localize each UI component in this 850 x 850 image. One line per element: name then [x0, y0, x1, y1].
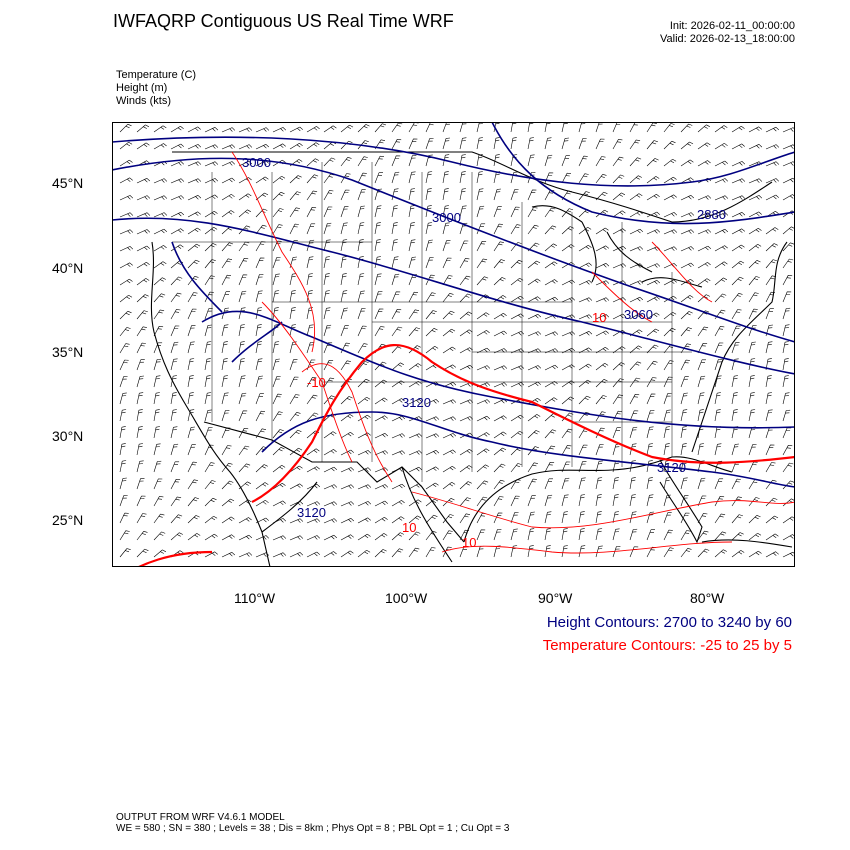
lat-tick-label: 30°N — [52, 428, 84, 444]
temperature-zero-contour — [136, 344, 795, 567]
temperature-contour-label: -10 — [307, 375, 326, 390]
height-contour-label: 3000 — [432, 210, 461, 225]
height-contour-label: 3120 — [402, 395, 431, 410]
valid-time: Valid: 2026-02-13_18:00:00 — [660, 33, 795, 45]
temperature-contours — [231, 151, 795, 554]
height-contour-label: 3060 — [624, 307, 653, 322]
height-contours — [112, 122, 795, 488]
lat-tick-label: 25°N — [52, 512, 84, 528]
state-lines — [172, 162, 692, 482]
lon-tick-label: 100°W — [385, 590, 428, 606]
coastline-pacific — [150, 241, 271, 567]
model-info-line: OUTPUT FROM WRF V4.6.1 MODEL — [116, 812, 285, 823]
temperature-contour-label: 10 — [592, 310, 606, 325]
lon-tick-label: 90°W — [538, 590, 573, 606]
weather-map: 3000 3000 2880 3060 3120 3120 3120 -10 1… — [112, 122, 795, 567]
lat-tick-label: 45°N — [52, 175, 84, 191]
us-mexico-border — [203, 421, 465, 543]
lat-tick-label: 40°N — [52, 260, 84, 276]
init-time: Init: 2026-02-11_00:00:00 — [669, 20, 795, 32]
map-boundaries — [150, 151, 793, 567]
florida — [659, 459, 703, 544]
height-units-label: Height (m) — [116, 82, 168, 94]
atlantic-coast — [691, 241, 788, 453]
mexico-coast — [261, 466, 453, 563]
height-contour-label: 3000 — [242, 155, 271, 170]
height-contour-note: Height Contours: 2700 to 3240 by 60 — [546, 614, 792, 631]
temperature-contour-note: Temperature Contours: -25 to 25 by 5 — [542, 637, 792, 654]
cuba — [701, 539, 793, 548]
model-config-line: WE = 580 ; SN = 380 ; Levels = 38 ; Dis … — [116, 823, 510, 834]
great-lakes — [531, 205, 703, 288]
gulf-coast — [463, 456, 733, 543]
temperature-contour-label: 10 — [402, 520, 416, 535]
winds-units-label: Winds (kts) — [116, 95, 171, 107]
temperature-units-label: Temperature (C) — [116, 69, 197, 81]
map-panel: 3000 3000 2880 3060 3120 3120 3120 -10 1… — [112, 122, 795, 567]
lon-tick-label: 80°W — [690, 590, 725, 606]
map-background — [112, 122, 795, 567]
height-contour-label: 3120 — [657, 460, 686, 475]
height-contour-label: 2880 — [697, 207, 726, 222]
height-contour-label: 3120 — [297, 505, 326, 520]
plot-title: IWFAQRP Contiguous US Real Time WRF — [113, 11, 454, 31]
lon-tick-label: 110°W — [234, 590, 276, 606]
us-canada-border — [172, 151, 773, 223]
map-border — [112, 122, 795, 567]
lat-tick-label: 35°N — [52, 344, 84, 360]
contour-labels: 3000 3000 2880 3060 3120 3120 3120 -10 1… — [242, 155, 726, 550]
temperature-contour-label: 10 — [462, 535, 476, 550]
